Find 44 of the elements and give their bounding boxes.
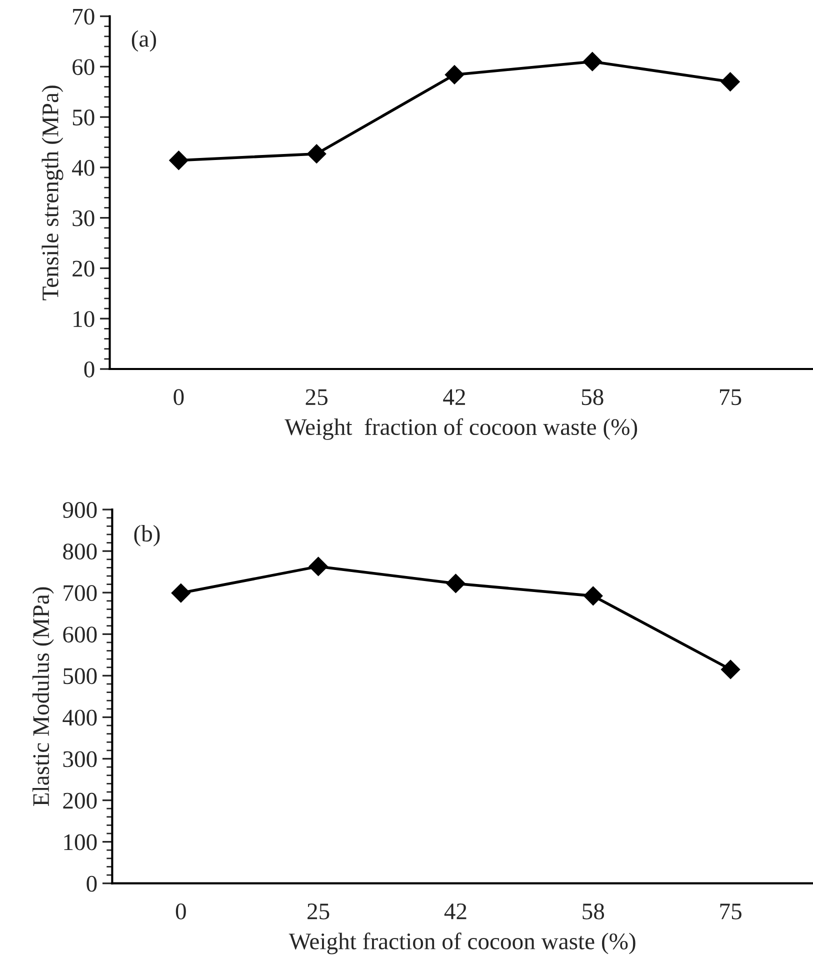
x-tick-label: 58 [582,389,604,406]
x-axis-title: Weight fraction of cocoon waste (%) [288,932,636,954]
y-tick-label: 50 [72,110,94,126]
point [446,574,466,594]
x-tick-label: 0 [176,903,186,920]
annotation: (b) [134,525,160,546]
x-tick-label: 42 [444,904,466,920]
point [584,586,603,606]
x-tick-label: 58 [582,903,604,920]
point [720,72,740,92]
y-tick-label: 0 [86,876,97,892]
annotation: (a) [132,30,156,52]
point [171,583,190,603]
y-tick-label: 200 [63,792,97,809]
y-tick-label: 500 [64,668,97,684]
x-tick-label: 25 [308,904,330,920]
y-tick-label: 20 [72,260,94,277]
x-axis-title: Weight fraction of cocoon waste (%) [284,418,638,440]
x-tick-label: 0 [174,389,184,406]
y-tick-label: 40 [72,160,94,176]
y-tick-label: 300 [63,751,97,768]
y-tick-label: 900 [62,502,97,518]
y-tick-label: 100 [64,834,97,850]
x-tick-label: 42 [443,389,465,405]
y-axis-title: Elastic Modulus (MPa) [32,587,54,806]
point [169,150,188,170]
y-tick-label: 10 [74,311,94,328]
y-tick-label: 30 [72,210,94,226]
point [444,65,464,84]
y-tick-label: 70 [73,8,94,25]
point [582,52,602,72]
y-tick-label: 800 [63,544,97,560]
point [721,660,740,679]
x-tick-label: 75 [720,904,742,920]
x-tick-label: 75 [720,389,742,406]
point [307,144,326,164]
x-tick-label: 25 [306,389,328,406]
point [308,556,328,576]
y-tick-label: 0 [84,362,94,378]
y-tick-label: 600 [63,626,97,643]
y-axis-title: Tensile strength (MPa) [42,86,64,300]
y-tick-label: 60 [72,59,94,76]
y-tick-label: 700 [64,585,97,602]
y-tick-label: 400 [62,710,97,726]
